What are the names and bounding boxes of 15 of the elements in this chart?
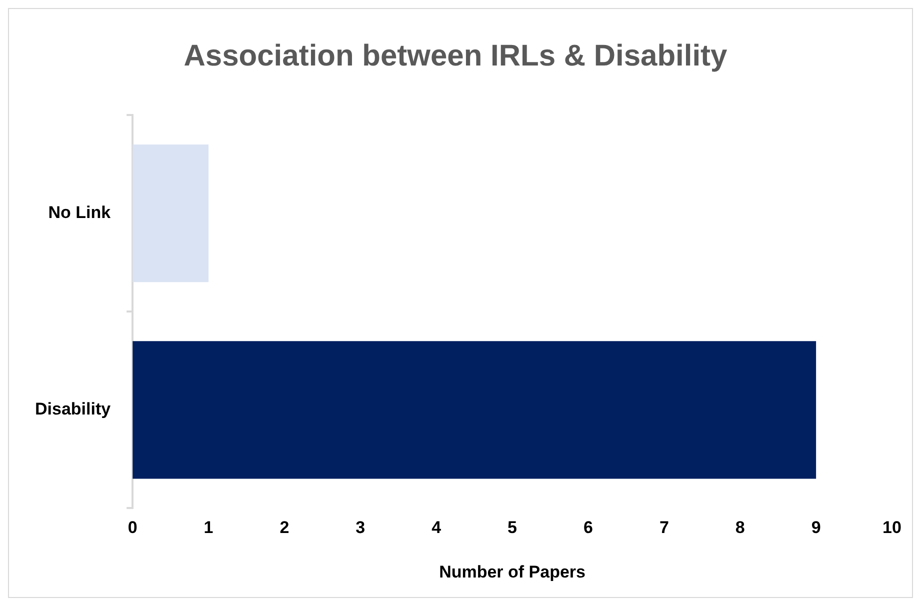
x-tick-label: 2	[280, 518, 290, 538]
x-tick-label: 1	[204, 518, 214, 538]
x-tick-label: 5	[508, 518, 518, 538]
x-tick-label: 7	[659, 518, 669, 538]
x-tick-label: 10	[882, 518, 902, 538]
x-tick-label: 4	[432, 518, 442, 538]
x-axis-title: Number of Papers	[439, 562, 586, 582]
y-tick-label: Disability	[34, 400, 112, 419]
x-tick-label: 6	[583, 518, 593, 538]
x-tick-label: 0	[128, 518, 138, 538]
x-tick-label: 9	[811, 518, 821, 538]
x-tick-label: 3	[356, 518, 366, 538]
chart-title: Association between IRLs & Disability	[184, 39, 728, 72]
x-tick-label: 8	[735, 518, 745, 538]
y-tick-label: No Link	[48, 202, 112, 222]
